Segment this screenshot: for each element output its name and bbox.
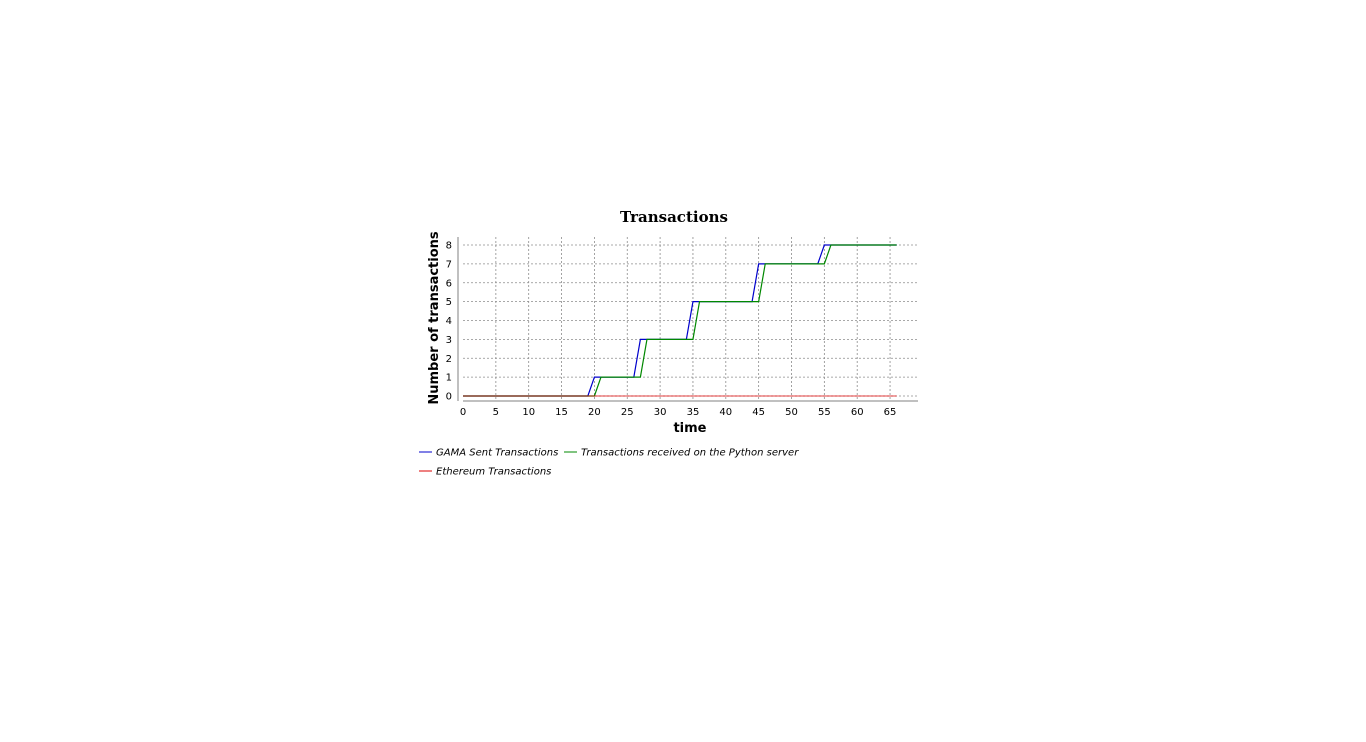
- x-tick-label: 10: [522, 407, 535, 418]
- x-tick-label: 65: [884, 407, 897, 418]
- x-tick-label: 55: [818, 407, 831, 418]
- x-tick-label: 50: [785, 407, 798, 418]
- series-line-2: [463, 244, 897, 397]
- x-tick-label: 0: [460, 407, 466, 418]
- x-axis-label: time: [673, 421, 706, 436]
- y-tick-label: 1: [446, 373, 452, 384]
- x-tick-label: 30: [654, 407, 667, 418]
- y-tick-label: 2: [446, 354, 452, 365]
- grid: [463, 237, 918, 401]
- y-tick-label: 5: [446, 297, 452, 308]
- x-tick-label: 45: [752, 407, 765, 418]
- x-tick-label: 15: [555, 407, 568, 418]
- series-lines: [463, 244, 897, 397]
- x-tick-label: 20: [588, 407, 601, 418]
- x-tick-label: 40: [719, 407, 732, 418]
- x-tick-label: 25: [621, 407, 634, 418]
- legend: GAMA Sent Transactions Transactions recei…: [419, 448, 799, 478]
- y-tick-label: 8: [446, 241, 452, 252]
- y-tick-label: 4: [446, 316, 452, 327]
- legend-label-2: Transactions received on the Python serv…: [581, 448, 799, 459]
- x-tick-label: 60: [851, 407, 864, 418]
- x-tick-label: 35: [687, 407, 700, 418]
- y-tick-label: 6: [446, 278, 452, 289]
- chart-title: Transactions: [620, 208, 728, 226]
- legend-label-1: GAMA Sent Transactions: [436, 448, 558, 459]
- legend-label-3: Ethereum Transactions: [436, 467, 551, 478]
- y-axis-label: Number of transactions: [427, 231, 442, 405]
- series-line-1: [463, 244, 897, 397]
- y-tick-label: 7: [446, 259, 452, 270]
- y-tick-label: 3: [446, 335, 452, 346]
- x-tick-label: 5: [493, 407, 499, 418]
- y-tick-label: 0: [446, 392, 452, 403]
